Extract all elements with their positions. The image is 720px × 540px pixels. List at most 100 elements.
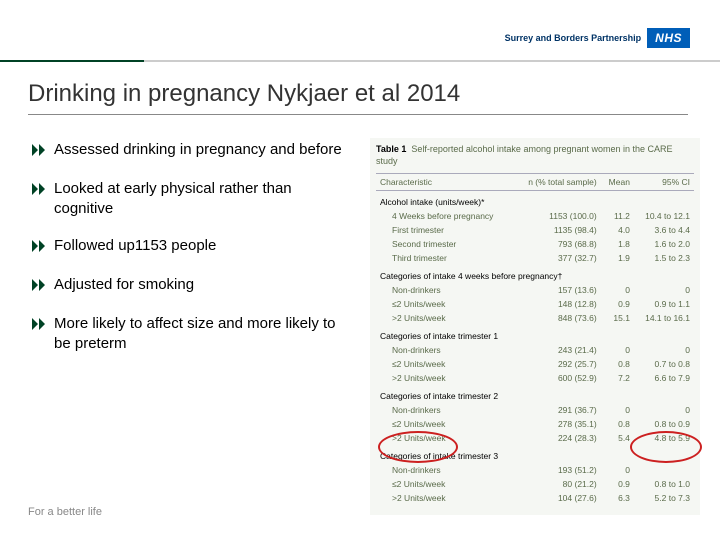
table-cell: 0 [601, 283, 634, 297]
table-cell: 0.9 [601, 297, 634, 311]
table-cell: 5.2 to 7.3 [634, 491, 694, 505]
bullet-text: Assessed drinking in pregnancy and befor… [54, 140, 342, 160]
table-cell: 0 [634, 283, 694, 297]
table-cell: 1.5 to 2.3 [634, 251, 694, 265]
table-row: ≤2 Units/week80 (21.2)0.90.8 to 1.0 [376, 477, 694, 491]
bullet-icon [32, 278, 46, 296]
table-cell: 848 (73.6) [514, 311, 601, 325]
table-cell: 6.3 [601, 491, 634, 505]
table-row: >2 Units/week848 (73.6)15.114.1 to 16.1 [376, 311, 694, 325]
nhs-badge: NHS [647, 28, 690, 48]
table-cell: Third trimester [376, 251, 514, 265]
bullet-item: Adjusted for smoking [32, 275, 352, 296]
table-cell: 0 [634, 343, 694, 357]
table-cell: 157 (13.6) [514, 283, 601, 297]
table-row: >2 Units/week600 (52.9)7.26.6 to 7.9 [376, 371, 694, 385]
table-cell: 1.6 to 2.0 [634, 237, 694, 251]
bullet-text: More likely to affect size and more like… [54, 314, 352, 353]
table-caption: Table 1 Self-reported alcohol intake amo… [376, 144, 694, 167]
bullet-icon [32, 182, 46, 200]
table-cell: 243 (21.4) [514, 343, 601, 357]
table-group-label: Alcohol intake (units/week)* [376, 191, 694, 210]
table-cell: 15.1 [601, 311, 634, 325]
table-cell: 291 (36.7) [514, 403, 601, 417]
table-row: Non-drinkers193 (51.2)0 [376, 463, 694, 477]
table-cell: 0.7 to 0.8 [634, 357, 694, 371]
table-cell: 224 (28.3) [514, 431, 601, 445]
table-row: Second trimester793 (68.8)1.81.6 to 2.0 [376, 237, 694, 251]
table-cell: >2 Units/week [376, 491, 514, 505]
bullet-item: Followed up1153 people [32, 236, 352, 257]
table-cell: 793 (68.8) [514, 237, 601, 251]
table-caption-label: Table 1 [376, 144, 406, 154]
table-cell: Non-drinkers [376, 403, 514, 417]
table-row: ≤2 Units/week278 (35.1)0.80.8 to 0.9 [376, 417, 694, 431]
table-cell: 1.8 [601, 237, 634, 251]
table-cell: First trimester [376, 223, 514, 237]
table-group-label: Categories of intake 4 weeks before preg… [376, 265, 694, 283]
table-cell: 0.8 [601, 357, 634, 371]
table-cell: 4.0 [601, 223, 634, 237]
table-cell: 3.6 to 4.4 [634, 223, 694, 237]
table-cell: Non-drinkers [376, 283, 514, 297]
table-cell: 4 Weeks before pregnancy [376, 209, 514, 223]
table-caption-text: Self-reported alcohol intake among pregn… [376, 144, 673, 166]
table-row: First trimester1135 (98.4)4.03.6 to 4.4 [376, 223, 694, 237]
title-underline [28, 114, 688, 115]
table-cell: Second trimester [376, 237, 514, 251]
table-cell: 1135 (98.4) [514, 223, 601, 237]
table-cell: 193 (51.2) [514, 463, 601, 477]
table-cell: ≤2 Units/week [376, 417, 514, 431]
table-row: Non-drinkers157 (13.6)00 [376, 283, 694, 297]
table-cell: 4.8 to 5.9 [634, 431, 694, 445]
table-column-header: n (% total sample) [514, 174, 601, 191]
bullet-text: Looked at early physical rather than cog… [54, 179, 352, 218]
bullet-icon [32, 317, 46, 335]
bullet-icon [32, 143, 46, 161]
table-cell [634, 463, 694, 477]
table-cell: >2 Units/week [376, 311, 514, 325]
trust-name: Surrey and Borders Partnership [505, 33, 642, 43]
table-row: ≤2 Units/week292 (25.7)0.80.7 to 0.8 [376, 357, 694, 371]
slide-title: Drinking in pregnancy Nykjaer et al 2014 [28, 80, 460, 108]
table-cell: 7.2 [601, 371, 634, 385]
table-row: ≤2 Units/week148 (12.8)0.90.9 to 1.1 [376, 297, 694, 311]
table-cell: 10.4 to 12.1 [634, 209, 694, 223]
table-cell: ≤2 Units/week [376, 357, 514, 371]
bullet-item: Looked at early physical rather than cog… [32, 179, 352, 218]
table-cell: 1153 (100.0) [514, 209, 601, 223]
bullet-item: Assessed drinking in pregnancy and befor… [32, 140, 352, 161]
slide-header: Surrey and Borders Partnership NHS [505, 28, 690, 48]
bullet-text: Adjusted for smoking [54, 275, 194, 295]
table-row: 4 Weeks before pregnancy1153 (100.0)11.2… [376, 209, 694, 223]
table-cell: 0 [634, 403, 694, 417]
table-cell: 292 (25.7) [514, 357, 601, 371]
table-cell: 0.9 to 1.1 [634, 297, 694, 311]
table-cell: 0.8 [601, 417, 634, 431]
bullet-icon [32, 239, 46, 257]
table-cell: 14.1 to 16.1 [634, 311, 694, 325]
bullet-list: Assessed drinking in pregnancy and befor… [32, 140, 352, 371]
table-group-label: Categories of intake trimester 2 [376, 385, 694, 403]
bullet-item: More likely to affect size and more like… [32, 314, 352, 353]
table-cell: 278 (35.1) [514, 417, 601, 431]
bullet-text: Followed up1153 people [54, 236, 216, 256]
table-cell: 148 (12.8) [514, 297, 601, 311]
table-cell: 377 (32.7) [514, 251, 601, 265]
table-cell: 600 (52.9) [514, 371, 601, 385]
table-group-label: Categories of intake trimester 3 [376, 445, 694, 463]
table-group-label: Categories of intake trimester 1 [376, 325, 694, 343]
table-cell: 0.8 to 1.0 [634, 477, 694, 491]
table-cell: 0 [601, 403, 634, 417]
data-table: Characteristicn (% total sample)Mean95% … [376, 173, 694, 505]
table-cell: 6.6 to 7.9 [634, 371, 694, 385]
table-cell: 1.9 [601, 251, 634, 265]
table-cell: 0.9 [601, 477, 634, 491]
table-row: Non-drinkers243 (21.4)00 [376, 343, 694, 357]
table-cell: 11.2 [601, 209, 634, 223]
table-cell: 80 (21.2) [514, 477, 601, 491]
table-cell: >2 Units/week [376, 371, 514, 385]
table-cell: 104 (27.6) [514, 491, 601, 505]
table-cell: ≤2 Units/week [376, 477, 514, 491]
data-table-figure: Table 1 Self-reported alcohol intake amo… [370, 138, 700, 515]
